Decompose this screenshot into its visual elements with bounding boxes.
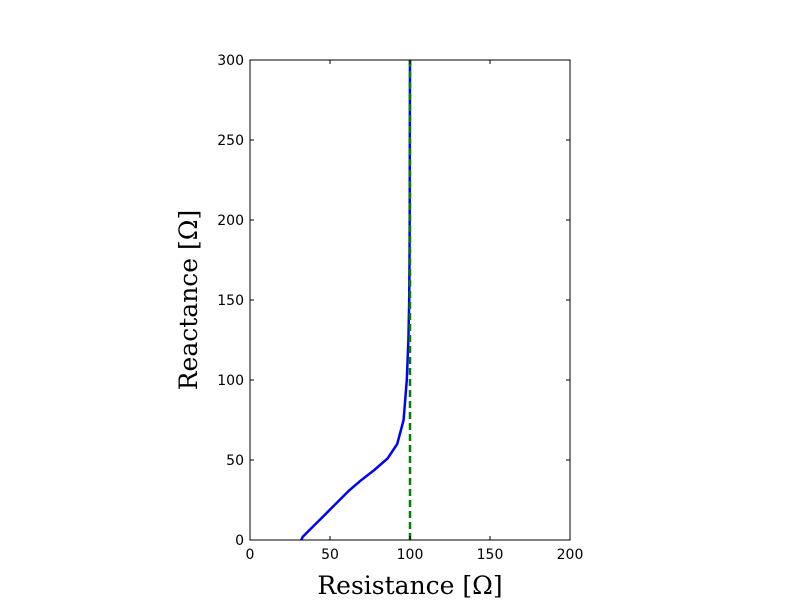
ticks-layer: 0 50 100 150 200 0 50 100 150 200 250 300 (217, 53, 583, 563)
y-axis-label: Reactance [Ω] (174, 210, 203, 391)
y-tick-label: 150 (217, 293, 244, 309)
x-tick-label: 200 (557, 547, 584, 563)
x-tick-label: 150 (477, 547, 504, 563)
series-layer (300, 59, 412, 541)
y-tick-label: 50 (226, 453, 244, 469)
y-tick-label: 200 (217, 213, 244, 229)
y-tick-label: 300 (217, 53, 244, 69)
x-tick-label: 100 (397, 547, 424, 563)
x-tick-label: 50 (321, 547, 339, 563)
x-axis-label: Resistance [Ω] (317, 571, 502, 600)
x-tick-label: 0 (246, 547, 255, 563)
y-tick-label: 100 (217, 373, 244, 389)
y-tick-label: 0 (235, 533, 244, 549)
y-tick-label: 250 (217, 133, 244, 149)
